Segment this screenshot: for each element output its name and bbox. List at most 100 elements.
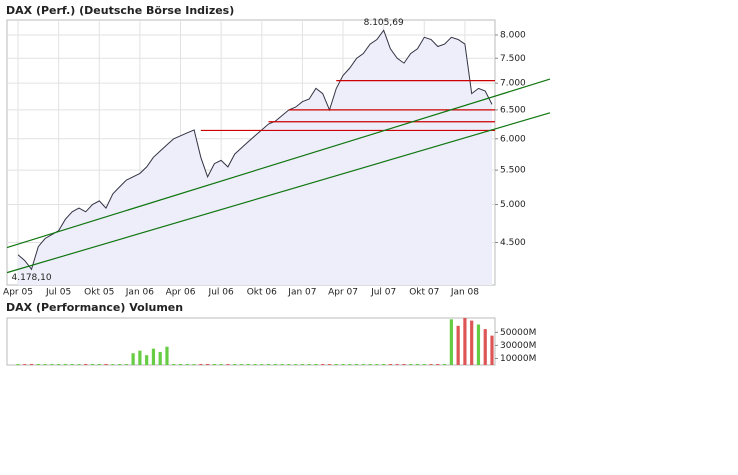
bar xyxy=(90,364,95,365)
x-tick-label: Jul 05 xyxy=(45,288,71,298)
bar xyxy=(70,364,74,365)
bar xyxy=(300,364,304,365)
bar xyxy=(368,364,372,365)
bar xyxy=(199,364,203,365)
chart-title: DAX (Perf.) (Deutsche Börse Indizes) xyxy=(6,4,234,17)
bar xyxy=(212,363,216,365)
bar xyxy=(145,355,149,365)
bar xyxy=(280,363,284,365)
bar xyxy=(239,364,244,365)
bar xyxy=(443,364,447,365)
bar xyxy=(415,363,420,365)
bar xyxy=(151,348,156,365)
bar xyxy=(63,363,67,365)
bar xyxy=(246,363,250,365)
bar xyxy=(172,364,176,365)
y-tick-label: 8.000 xyxy=(500,31,526,41)
bar xyxy=(470,320,474,365)
bar xyxy=(178,363,183,365)
bar xyxy=(314,363,318,365)
bar xyxy=(253,364,257,365)
bar xyxy=(206,364,210,365)
y-tick-label: 30000M xyxy=(500,341,536,351)
y-tick-label: 5.500 xyxy=(500,166,526,176)
value-label: 8.105,69 xyxy=(364,18,404,28)
y-tick-label: 6.500 xyxy=(500,105,526,115)
y-tick-label: 7.000 xyxy=(500,79,526,89)
x-tick-label: Okt 05 xyxy=(84,288,114,298)
bar xyxy=(294,364,298,365)
bar xyxy=(287,364,291,365)
bar xyxy=(57,364,61,365)
bar xyxy=(104,364,108,365)
bar xyxy=(117,364,122,365)
bar xyxy=(84,364,88,365)
bar xyxy=(124,364,128,365)
bar xyxy=(341,364,345,365)
bar xyxy=(429,364,433,365)
bar xyxy=(490,335,494,365)
volume-title: DAX (Performance) Volumen xyxy=(6,301,183,314)
y-tick-label: 4.500 xyxy=(500,238,526,248)
bar xyxy=(158,351,162,365)
x-tick-label: Apr 07 xyxy=(328,288,358,298)
trend-line xyxy=(6,112,551,274)
bar xyxy=(483,329,487,365)
bar xyxy=(307,364,311,365)
plot-area xyxy=(6,317,496,366)
line xyxy=(17,29,493,271)
bar xyxy=(321,364,325,365)
bar xyxy=(402,364,406,365)
bar xyxy=(361,364,365,365)
bar xyxy=(43,364,47,365)
bar xyxy=(50,364,54,365)
bar xyxy=(165,346,169,365)
bar xyxy=(266,364,271,365)
bar xyxy=(192,364,196,365)
bar xyxy=(29,363,34,365)
bar xyxy=(219,364,223,365)
bar xyxy=(449,319,453,365)
bar xyxy=(436,364,440,365)
trend-line xyxy=(6,78,551,249)
x-tick-label: Okt 07 xyxy=(409,288,439,298)
bar xyxy=(327,364,332,365)
bar xyxy=(111,364,115,365)
value-label: 4.178,10 xyxy=(12,273,52,283)
bar xyxy=(36,364,40,365)
bar xyxy=(260,364,264,365)
y-tick-label: 10000M xyxy=(500,354,536,364)
bar xyxy=(16,364,20,365)
bar xyxy=(97,363,101,365)
x-tick-label: Jul 06 xyxy=(208,288,234,298)
bar xyxy=(476,324,481,365)
y-tick-label: 50000M xyxy=(500,328,536,338)
bar xyxy=(422,364,426,365)
y-tick-label: 5.000 xyxy=(500,200,526,210)
bar xyxy=(138,350,142,365)
bar xyxy=(334,364,338,365)
bar xyxy=(395,364,399,365)
x-tick-label: Okt 06 xyxy=(247,288,277,298)
bar xyxy=(77,364,81,365)
bar xyxy=(375,364,379,365)
bar xyxy=(382,363,386,365)
x-tick-label: Apr 06 xyxy=(166,288,196,298)
x-tick-label: Jul 07 xyxy=(370,288,396,298)
x-tick-label: Jan 08 xyxy=(450,288,479,298)
x-tick-label: Apr 05 xyxy=(3,288,33,298)
bar xyxy=(185,364,189,365)
bar xyxy=(388,364,393,365)
x-tick-label: Jan 06 xyxy=(125,288,154,298)
bar xyxy=(409,364,413,365)
bar xyxy=(348,363,352,365)
bar xyxy=(226,364,230,365)
area xyxy=(18,30,492,285)
y-tick-label: 7.500 xyxy=(500,54,526,64)
x-tick-label: Jan 07 xyxy=(287,288,316,298)
bar xyxy=(463,318,467,365)
bar xyxy=(456,325,460,365)
bar xyxy=(131,353,135,365)
bar xyxy=(233,364,237,365)
